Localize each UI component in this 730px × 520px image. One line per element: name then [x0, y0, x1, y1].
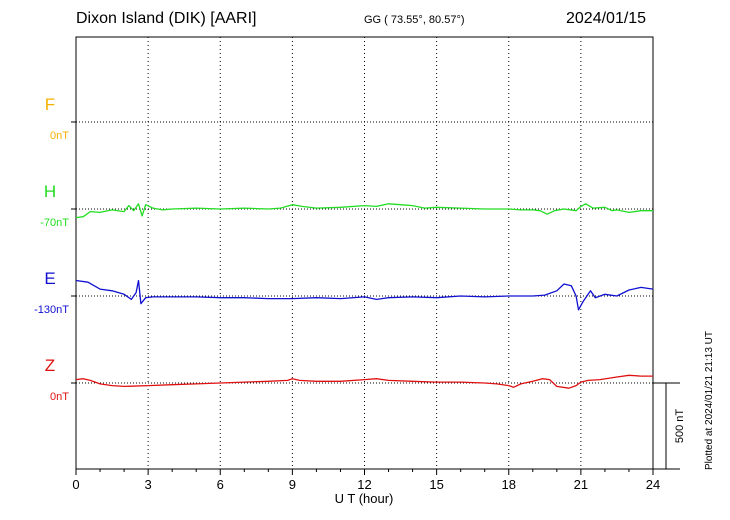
x-axis-label: U T (hour) [335, 491, 394, 506]
series-name-z: Z [45, 356, 55, 375]
chart-title: Dixon Island (DIK) [AARI] [76, 10, 257, 27]
baseline-label-z: 0nT [50, 391, 69, 403]
scale-bar: 500 nT [653, 382, 686, 470]
baseline-label-f: 0nT [50, 130, 69, 142]
x-tick-label-6: 6 [217, 477, 224, 492]
series-line-h [75, 203, 653, 219]
x-tick-label-0: 0 [72, 477, 79, 492]
x-tick-label-21: 21 [574, 477, 588, 492]
series-name-f: F [45, 95, 55, 114]
x-axis-ticks: 0 3 6 9 12 15 18 21 24 [72, 469, 660, 492]
geographic-coordinates: GG ( 73.55°, 80.57°) [364, 14, 465, 26]
series-lines [75, 203, 654, 389]
x-tick-label-3: 3 [145, 477, 152, 492]
vertical-gridlines [147, 37, 582, 469]
series-name-h: H [44, 182, 56, 201]
x-tick-label-15: 15 [429, 477, 443, 492]
channel-baselines [71, 121, 653, 384]
x-tick-label-18: 18 [502, 477, 516, 492]
x-tick-label-9: 9 [289, 477, 296, 492]
baseline-label-h: -70nT [40, 217, 69, 229]
x-tick-label-24: 24 [646, 477, 660, 492]
chart-date: 2024/01/15 [566, 10, 647, 27]
series-line-e [75, 279, 654, 311]
series-name-e: E [44, 269, 55, 288]
channel-labels: F 0nT H -70nT E -130nT Z 0nT [34, 95, 69, 403]
baseline-label-e: -130nT [34, 304, 69, 316]
scale-bar-label: 500 nT [674, 409, 686, 444]
x-tick-label-12: 12 [357, 477, 371, 492]
series-line-z [75, 374, 653, 389]
